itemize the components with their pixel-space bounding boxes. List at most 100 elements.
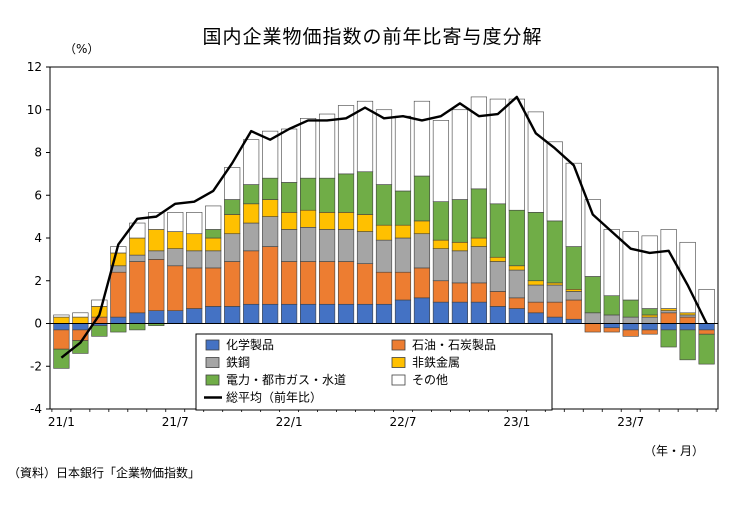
bar-segment [129, 261, 146, 314]
bar-segment [281, 212, 298, 230]
x-tick-label: 22/7 [390, 415, 417, 429]
legend-label: 化学製品 [226, 337, 274, 352]
bar-segment [318, 113, 336, 179]
bar-segment [470, 188, 487, 239]
bar-segment [432, 120, 450, 202]
bar-segment [72, 312, 89, 318]
bar-segment [394, 224, 412, 239]
bar-segment [243, 222, 260, 252]
bar-segment [413, 233, 431, 269]
bar-segment [262, 177, 279, 200]
bar-segment [262, 303, 279, 324]
bar-segment [243, 303, 260, 324]
bar-segment [413, 297, 431, 324]
bar-segment [394, 271, 412, 301]
bar-segment [110, 323, 127, 333]
bar-segment [489, 256, 506, 262]
bar-segment [641, 235, 658, 309]
bar-segment [679, 312, 696, 316]
bar-segment [584, 323, 601, 333]
bar-segment [508, 265, 525, 271]
bar-segment [451, 199, 468, 243]
bar-segment [546, 284, 563, 303]
bar-segment [413, 100, 431, 177]
y-tick-label: 0 [34, 317, 42, 331]
bar-segment [243, 184, 260, 205]
bar-segment [205, 229, 222, 239]
bar-segment [243, 139, 260, 185]
bar-segment [337, 212, 355, 230]
bar-segment [527, 312, 544, 324]
bar-segment [337, 229, 355, 262]
bar-segment [148, 212, 165, 230]
bar-segment [565, 291, 582, 301]
bar-segment [394, 190, 412, 226]
bar-segment [129, 312, 146, 324]
bar-segment [546, 141, 563, 222]
bar-segment [300, 303, 317, 324]
bar-segment [565, 288, 582, 292]
bar-segment [603, 229, 620, 297]
bar-segment [318, 261, 336, 305]
source-note: （資料）日本銀行「企業物価指数」 [8, 466, 201, 480]
bar-segment [565, 318, 582, 324]
chart-title: 国内企業物価指数の前年比寄与度分解 [202, 26, 543, 48]
bar-segment [224, 167, 241, 200]
bar-segment [186, 212, 203, 235]
bar-segment [698, 333, 715, 365]
bar-segment [224, 199, 241, 215]
legend-label: 石油・石炭製品 [412, 338, 496, 352]
y-tick-label: 4 [34, 231, 42, 245]
bar-segment [451, 301, 468, 324]
bar-segment [622, 299, 639, 318]
bar-segment [470, 282, 487, 303]
legend-swatch [391, 374, 406, 386]
bar-segment [53, 316, 70, 324]
y-tick-label: 8 [34, 146, 42, 160]
bar-segment [546, 301, 563, 318]
legend-box [195, 333, 553, 411]
bar-segment [167, 248, 184, 267]
bar-segment [660, 229, 677, 309]
bar-segment [679, 314, 696, 318]
bar-segment [262, 216, 279, 247]
bar-segment [167, 212, 184, 232]
legend-label: 電力・都市ガス・水道 [226, 372, 346, 387]
bar-segment [698, 288, 715, 324]
bar-segment [356, 100, 374, 173]
bar-segment [413, 175, 431, 222]
bar-segment [489, 306, 506, 324]
y-tick-label: -2 [30, 359, 42, 373]
bar-segment [489, 98, 506, 205]
legend-label: 鉄鋼 [226, 355, 250, 370]
bar-segment [679, 323, 696, 331]
bar-segment [167, 265, 184, 311]
bar-segment [679, 316, 696, 324]
bar-segment [337, 105, 355, 175]
bar-segment [53, 314, 70, 318]
bar-segment [470, 237, 487, 247]
bar-segment [186, 267, 203, 309]
bar-segment [641, 316, 658, 324]
legend-swatch [391, 339, 406, 351]
bar-segment [300, 118, 317, 179]
bar-segment [337, 173, 355, 213]
bar-segment [224, 261, 241, 307]
bar-segment [281, 128, 298, 183]
bar-segment [205, 237, 222, 252]
bar-segment [470, 301, 487, 324]
bar-segment [318, 229, 336, 262]
bar-segment [489, 261, 506, 292]
y-tick-label: -4 [30, 402, 42, 416]
x-tick-label: 21/1 [48, 415, 75, 429]
bar-segment [508, 269, 525, 299]
legend-label: 非鉄金属 [412, 355, 460, 370]
bar-segment [565, 162, 582, 247]
x-unit-label: （年・月） [644, 444, 705, 458]
bar-segment [622, 323, 639, 331]
bar-segment [72, 340, 89, 354]
bar-segment [356, 263, 374, 305]
bar-segment [224, 233, 241, 262]
bar-segment [508, 308, 525, 324]
bar-segment [679, 329, 696, 361]
